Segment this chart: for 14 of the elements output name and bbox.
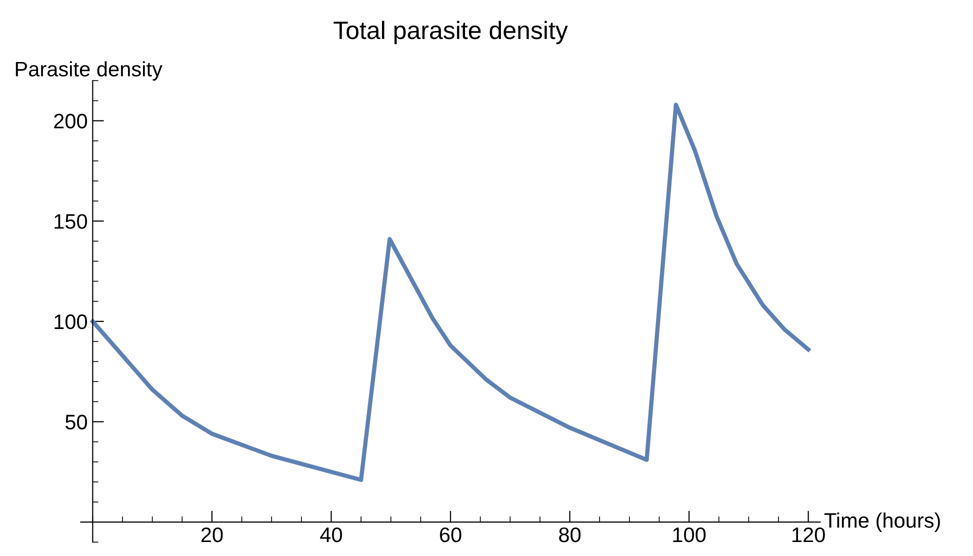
line-series	[90, 102, 810, 482]
y-tick-label: 150	[54, 214, 88, 229]
x-tick-label: 20	[201, 527, 223, 542]
x-tick-label: 40	[320, 527, 342, 542]
x-tick-label: 120	[792, 527, 825, 542]
y-axis-title: Parasite density	[16, 61, 162, 81]
x-axis-title: Time (hours)	[824, 512, 940, 532]
y-tick-label: 100	[54, 314, 88, 330]
chart-title: Total parasite density	[334, 20, 568, 44]
x-tick-label: 80	[559, 527, 581, 542]
x-tick-label: 100	[673, 527, 706, 542]
y-tick-label: 50	[65, 414, 88, 430]
y-tick-label: 200	[54, 114, 88, 129]
x-tick-label: 60	[440, 527, 462, 542]
